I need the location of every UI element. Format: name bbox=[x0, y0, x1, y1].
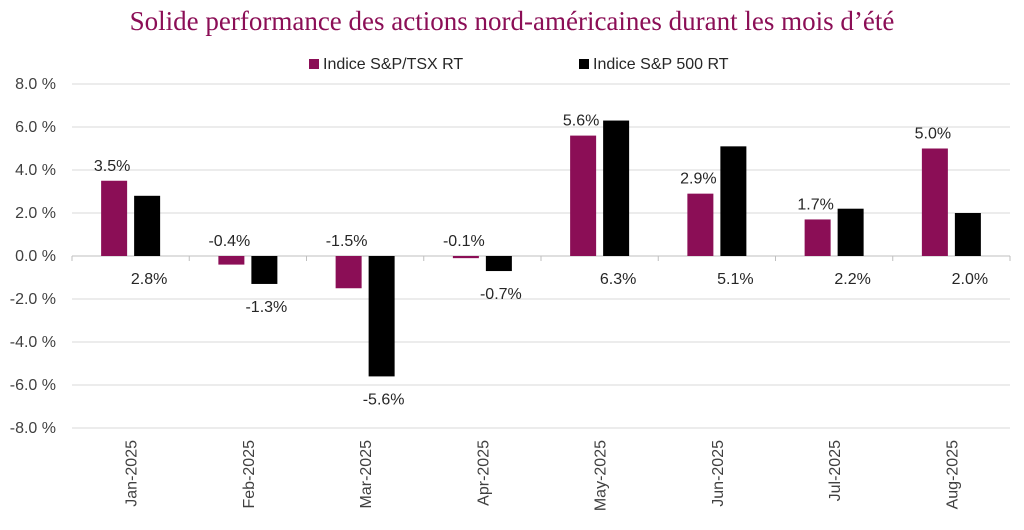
x-tick-label: May-2025 bbox=[593, 440, 610, 511]
bar-tsx bbox=[101, 180, 128, 256]
data-label-tsx: 3.5% bbox=[94, 158, 130, 175]
legend-swatch-sp500 bbox=[579, 59, 589, 69]
x-tick-label: Apr-2025 bbox=[475, 440, 492, 506]
bar-sp500 bbox=[603, 120, 630, 256]
bar-tsx bbox=[452, 256, 479, 259]
x-tick-label: Jul-2025 bbox=[827, 440, 844, 501]
y-tick-label: 8.0 % bbox=[15, 76, 56, 93]
y-tick-label: -4.0 % bbox=[10, 334, 56, 351]
y-tick-label: -6.0 % bbox=[10, 377, 56, 394]
bar-sp500 bbox=[720, 146, 747, 256]
bar-sp500 bbox=[134, 195, 161, 256]
bar-tsx bbox=[218, 256, 245, 265]
data-label-sp500: -5.6% bbox=[363, 391, 405, 408]
y-tick-label: 0.0 % bbox=[15, 248, 56, 265]
bar-tsx bbox=[921, 148, 948, 256]
y-tick-label: 6.0 % bbox=[15, 119, 56, 136]
bar-sp500 bbox=[251, 256, 278, 284]
data-label-tsx: -0.1% bbox=[443, 233, 485, 250]
legend[interactable]: Indice S&P/TSX RT Indice S&P 500 RT bbox=[309, 56, 729, 73]
data-label-sp500: 6.3% bbox=[600, 271, 636, 288]
bar-tsx bbox=[804, 219, 831, 256]
bar-sp500 bbox=[485, 256, 512, 272]
bar-tsx bbox=[335, 256, 362, 289]
legend-label-tsx: Indice S&P/TSX RT bbox=[323, 56, 463, 73]
data-label-sp500: 2.2% bbox=[834, 271, 870, 288]
y-tick-label: -8.0 % bbox=[10, 420, 56, 437]
data-label-sp500: 2.0% bbox=[952, 271, 988, 288]
data-labels: 3.5% 2.8% -0.4% -1.3% -1.5% -5.6% -0.1% -0.7% 5.… bbox=[94, 113, 988, 409]
data-label-sp500: 2.8% bbox=[131, 271, 167, 288]
data-label-tsx: -0.4% bbox=[208, 233, 250, 250]
bar-tsx bbox=[687, 193, 714, 256]
y-axis: 8.0 % 6.0 % 4.0 % 2.0 % 0.0 % -2.0 % -4.0 % -6.… bbox=[10, 76, 56, 437]
y-tick-label: 2.0 % bbox=[15, 205, 56, 222]
data-label-tsx: 2.9% bbox=[680, 171, 716, 188]
x-axis: Jan-2025 Feb-2025 Mar-2025 Apr-2025 May-2025… bbox=[124, 440, 962, 511]
data-label-tsx: 1.7% bbox=[797, 196, 833, 213]
bar-sp500 bbox=[368, 256, 395, 377]
legend-swatch-tsx bbox=[309, 59, 319, 69]
legend-label-sp500: Indice S&P 500 RT bbox=[593, 56, 729, 73]
data-label-sp500: -0.7% bbox=[480, 286, 522, 303]
x-tick-label: Jan-2025 bbox=[124, 440, 141, 507]
data-label-tsx: 5.6% bbox=[563, 113, 599, 130]
data-label-tsx: 5.0% bbox=[915, 126, 951, 143]
x-tick-label: Aug-2025 bbox=[944, 440, 961, 509]
x-tick-label: Feb-2025 bbox=[241, 440, 258, 509]
bar-sp500 bbox=[837, 208, 864, 256]
data-label-sp500: 5.1% bbox=[717, 271, 753, 288]
x-tick-label: Jun-2025 bbox=[710, 440, 727, 507]
y-tick-label: 4.0 % bbox=[15, 162, 56, 179]
data-label-sp500: -1.3% bbox=[245, 299, 287, 316]
bars bbox=[101, 120, 981, 377]
gridlines bbox=[71, 83, 1011, 429]
chart-title: Solide performance des actions nord-amér… bbox=[129, 6, 895, 36]
data-label-tsx: -1.5% bbox=[326, 233, 368, 250]
y-tick-label: -2.0 % bbox=[10, 291, 56, 308]
bar-sp500 bbox=[954, 213, 981, 256]
bar-tsx bbox=[570, 135, 597, 256]
x-tick-label: Mar-2025 bbox=[358, 440, 375, 509]
